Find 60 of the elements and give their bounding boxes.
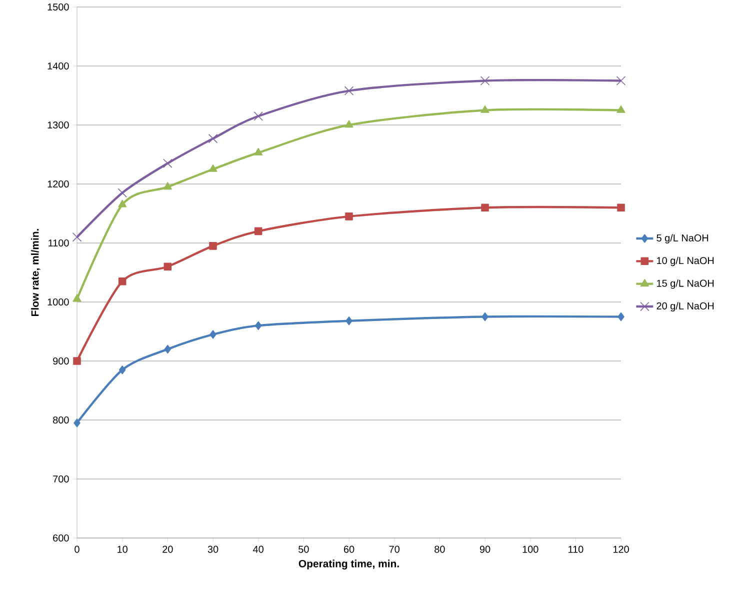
y-tick-label: 1300 xyxy=(48,121,69,129)
x-tick-label: 0 xyxy=(74,546,80,553)
point xyxy=(164,344,172,354)
y-tick-label: 1500 xyxy=(48,3,69,11)
x-tick-label: 100 xyxy=(522,546,538,553)
point xyxy=(617,204,625,212)
y-tick-label: 1000 xyxy=(48,298,69,306)
x-tick-label: 20 xyxy=(162,546,173,553)
point xyxy=(616,105,626,113)
x-tick-label: 90 xyxy=(480,546,490,553)
y-tick-label: 1200 xyxy=(48,180,69,188)
point xyxy=(344,120,354,128)
x-axis-title: Operating time, min. xyxy=(298,560,399,570)
point xyxy=(344,86,354,96)
point xyxy=(163,158,172,168)
x-tick-label: 40 xyxy=(253,546,264,553)
point xyxy=(481,204,489,212)
point xyxy=(164,262,172,270)
point xyxy=(163,182,172,190)
legend-label: 20 g/L NaOH xyxy=(656,302,714,312)
point xyxy=(208,134,218,144)
x-tick-label: 70 xyxy=(389,546,400,553)
y-tick-label: 700 xyxy=(53,475,69,483)
y-tick-label: 1100 xyxy=(48,239,69,247)
point xyxy=(482,312,488,322)
y-tick-label: 1400 xyxy=(48,62,69,70)
x-tick-label: 60 xyxy=(344,546,354,553)
point xyxy=(480,76,490,86)
point xyxy=(208,164,218,172)
point xyxy=(118,200,127,208)
point xyxy=(118,365,126,374)
point xyxy=(345,212,353,220)
point xyxy=(618,312,624,322)
x-tick-label: 80 xyxy=(434,546,445,553)
point xyxy=(616,76,626,86)
point xyxy=(254,148,263,156)
point xyxy=(254,321,262,330)
y-tick-label: 800 xyxy=(53,416,69,424)
point xyxy=(73,357,81,365)
point xyxy=(118,277,126,286)
point xyxy=(74,418,80,428)
point xyxy=(72,232,82,242)
point xyxy=(254,227,262,236)
point xyxy=(210,330,216,339)
y-tick-label: 900 xyxy=(53,357,69,365)
point xyxy=(480,105,490,113)
point xyxy=(254,112,263,121)
point xyxy=(72,294,82,302)
legend-label: 15 g/L NaOH xyxy=(657,279,714,289)
x-tick-label: 120 xyxy=(613,546,629,553)
x-tick-label: 50 xyxy=(298,546,309,553)
legend-label: 5 g/L NaOH xyxy=(656,234,708,244)
point xyxy=(346,316,352,326)
point xyxy=(209,242,217,250)
y-tick-label: 600 xyxy=(53,534,69,542)
x-tick-label: 10 xyxy=(118,546,128,553)
x-tick-label: 30 xyxy=(208,546,218,553)
y-axis-title: Flow rate, ml/min. xyxy=(31,229,40,316)
x-tick-label: 110 xyxy=(568,546,584,553)
legend-label: 10 g/L NaOH xyxy=(657,256,714,266)
